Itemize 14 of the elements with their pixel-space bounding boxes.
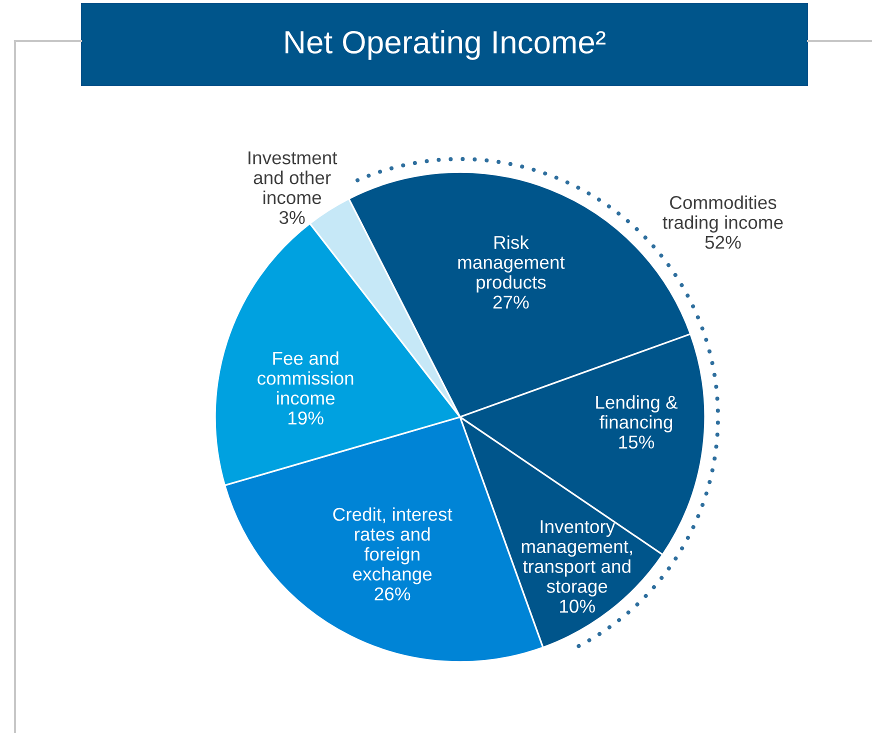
data-label: 3% xyxy=(279,210,305,224)
slice-label: Credit, interest rates and foreign exchange xyxy=(333,507,452,584)
slice-label: Lending & financing xyxy=(596,395,678,432)
slice-label: Fee and commission income xyxy=(258,351,354,405)
data-label: 26% xyxy=(374,587,410,600)
chart-title: Net Operating Income² xyxy=(286,30,606,60)
data-label: 19% xyxy=(288,411,324,425)
data-label: 15% xyxy=(619,436,654,449)
data-label: 10% xyxy=(560,600,595,613)
data-label: 27% xyxy=(493,296,529,309)
slice-label: Inventory management, transport and storage xyxy=(522,520,632,597)
slice-label: Risk management products xyxy=(458,235,565,292)
text: Commodities trading income 52% xyxy=(662,195,783,249)
slice-label: Investment and other income xyxy=(248,151,338,204)
